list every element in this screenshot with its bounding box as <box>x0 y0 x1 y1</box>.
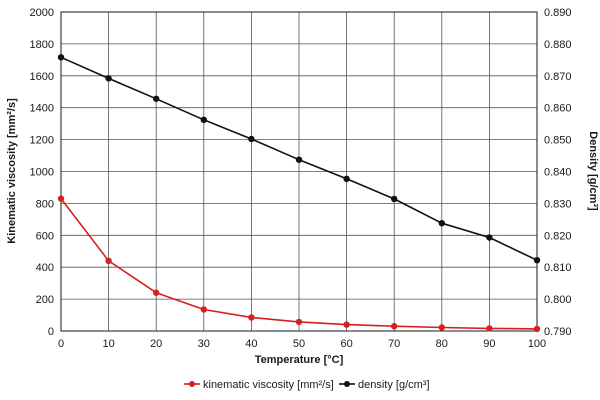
data-point-density <box>391 195 398 203</box>
data-point-viscosity <box>486 325 493 332</box>
y-left-tick-label: 1800 <box>30 39 54 51</box>
legend-item-viscosity: kinematic viscosity [mm²/s] <box>184 379 334 391</box>
y-right-tick-label: 0.870 <box>544 71 572 83</box>
y-left-tick-label: 1400 <box>30 103 54 115</box>
series-viscosity <box>57 195 541 333</box>
y-axis-right-title: Density [g/cm³] <box>587 131 599 211</box>
y-right-tick-label: 0.830 <box>544 198 572 210</box>
data-point-viscosity <box>438 324 445 331</box>
data-point-density <box>486 234 493 241</box>
data-point-density <box>57 54 65 61</box>
x-tick-label: 60 <box>340 338 352 350</box>
x-tick-label: 90 <box>483 338 495 350</box>
y-right-tick-label: 0.820 <box>544 230 572 242</box>
data-point-viscosity <box>343 321 350 328</box>
x-tick-label: 20 <box>150 338 162 350</box>
y-right-tick-label: 0.790 <box>544 326 572 338</box>
data-point-density <box>248 135 255 143</box>
data-point-viscosity <box>295 318 303 326</box>
y-left-tick-label: 1000 <box>30 167 54 179</box>
legend-label-density: density [g/cm³] <box>358 379 430 391</box>
y-axis-left-ticks: 0 200 400 600 800 1000 1200 1400 1600 1800 2000 <box>30 7 54 338</box>
y-right-tick-label: 0.850 <box>544 135 572 147</box>
y-right-tick-label: 0.860 <box>544 103 572 115</box>
series-layer <box>57 54 541 333</box>
data-point-density <box>343 175 350 183</box>
y-right-tick-label: 0.890 <box>544 7 572 19</box>
y-left-tick-label: 200 <box>36 294 54 306</box>
y-left-tick-label: 1200 <box>30 135 54 147</box>
x-tick-label: 100 <box>528 338 546 350</box>
data-point-density <box>438 219 445 227</box>
data-point-density <box>295 156 303 163</box>
data-point-viscosity <box>200 306 207 313</box>
x-tick-label: 0 <box>58 338 64 350</box>
y-left-tick-label: 400 <box>36 262 54 274</box>
data-point-density <box>153 95 160 102</box>
y-left-tick-label: 800 <box>36 198 54 210</box>
y-left-tick-label: 600 <box>36 230 54 242</box>
plot-frame <box>60 11 538 332</box>
data-point-viscosity <box>153 289 160 296</box>
legend-label-viscosity: kinematic viscosity [mm²/s] <box>203 379 334 391</box>
y-left-tick-label: 2000 <box>30 7 54 19</box>
legend-marker-density <box>344 381 350 387</box>
y-right-tick-label: 0.880 <box>544 39 572 51</box>
y-right-tick-label: 0.800 <box>544 294 572 306</box>
x-tick-label: 10 <box>102 338 114 350</box>
data-point-viscosity <box>533 325 541 333</box>
data-point-density <box>200 116 207 124</box>
data-point-viscosity <box>391 323 398 330</box>
data-point-viscosity <box>105 257 112 265</box>
y-right-tick-label: 0.840 <box>544 167 572 179</box>
legend-item-density: density [g/cm³] <box>339 379 430 391</box>
data-point-density <box>105 75 112 82</box>
y-axis-right-ticks: 0.790 0.800 0.810 0.820 0.830 0.840 0.850 0.860… <box>544 7 572 338</box>
x-tick-label: 70 <box>388 338 400 350</box>
series-density <box>57 54 541 264</box>
x-tick-label: 30 <box>198 338 210 350</box>
data-point-viscosity <box>57 195 65 202</box>
legend: kinematic viscosity [mm²/s] density [g/c… <box>184 379 430 391</box>
x-tick-label: 80 <box>436 338 448 350</box>
y-axis-left-title: Kinematic viscosity [mm²/s] <box>6 98 18 244</box>
data-point-density <box>533 256 541 264</box>
x-axis-title: Temperature [°C] <box>255 354 344 366</box>
x-tick-label: 40 <box>245 338 257 350</box>
y-right-tick-label: 0.810 <box>544 262 572 274</box>
data-point-viscosity <box>248 314 255 321</box>
x-tick-label: 50 <box>293 338 305 350</box>
x-axis-ticks: 0 10 20 30 40 50 60 70 80 90 100 <box>58 338 546 350</box>
legend-marker-viscosity <box>189 381 195 387</box>
y-left-tick-label: 0 <box>48 326 54 338</box>
y-left-tick-label: 1600 <box>30 71 54 83</box>
